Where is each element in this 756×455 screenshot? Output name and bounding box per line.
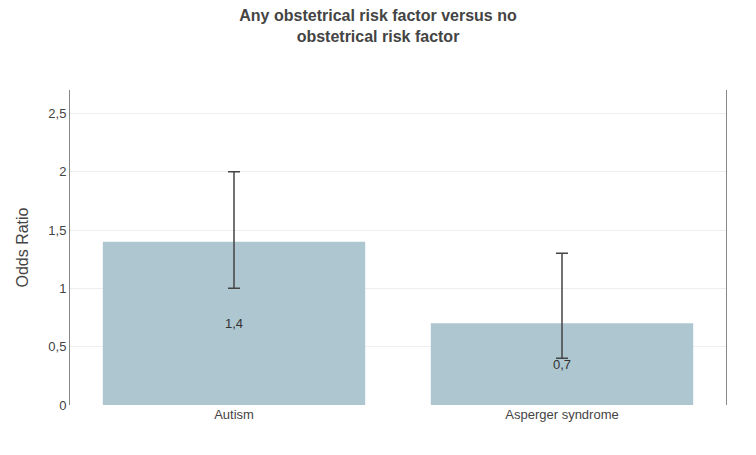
svg-text:0,5: 0,5 bbox=[48, 339, 66, 354]
svg-text:2,5: 2,5 bbox=[48, 106, 66, 121]
svg-text:0,7: 0,7 bbox=[553, 357, 571, 372]
svg-text:1,5: 1,5 bbox=[48, 223, 66, 238]
svg-text:Odds Ratio: Odds Ratio bbox=[14, 207, 31, 287]
svg-text:1,4: 1,4 bbox=[225, 316, 243, 331]
svg-text:2: 2 bbox=[59, 164, 66, 179]
svg-text:0: 0 bbox=[59, 398, 66, 413]
svg-text:Autism: Autism bbox=[214, 407, 254, 422]
svg-text:Any obstetrical risk factor ve: Any obstetrical risk factor versus noobs… bbox=[239, 7, 517, 45]
svg-text:Asperger syndrome: Asperger syndrome bbox=[505, 407, 618, 422]
svg-text:1: 1 bbox=[59, 281, 66, 296]
